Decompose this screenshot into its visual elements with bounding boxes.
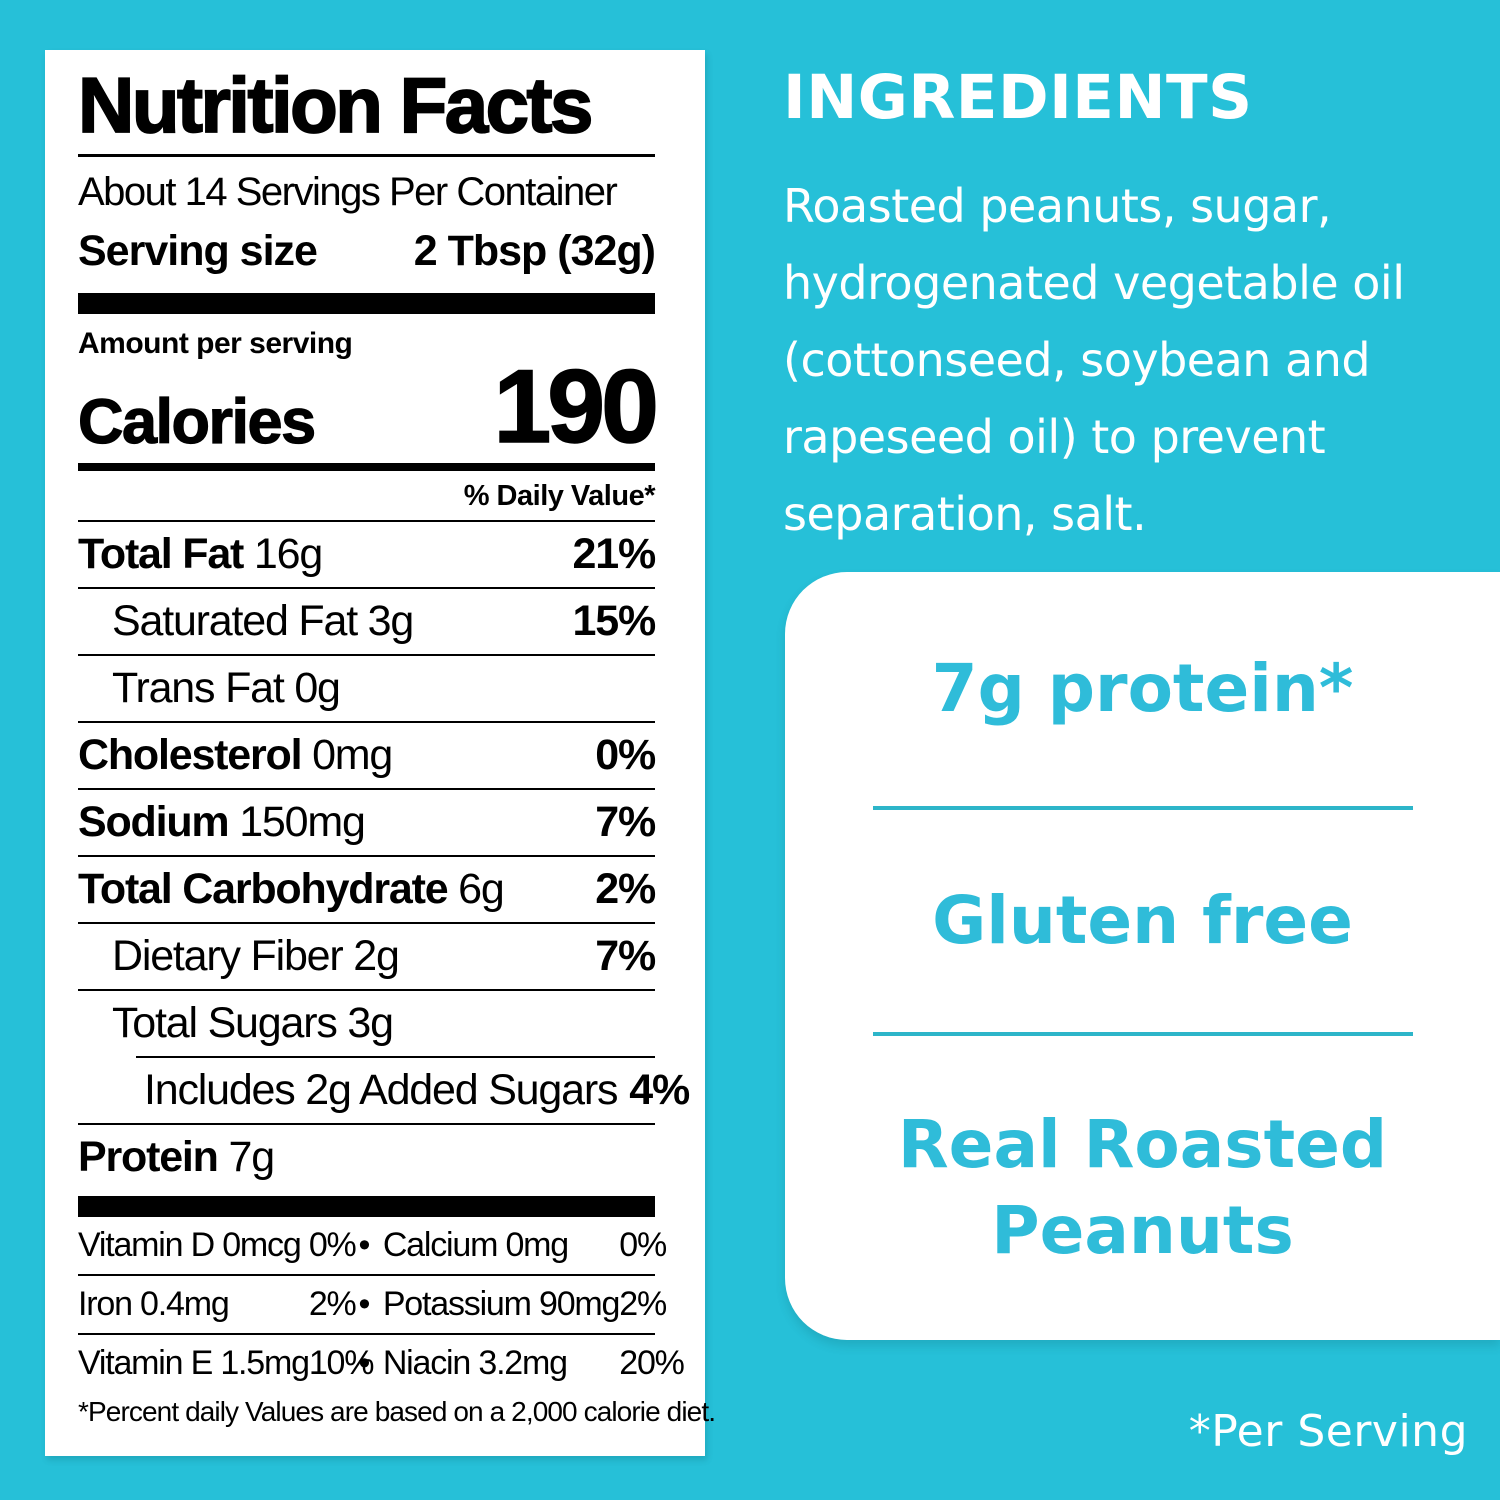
callout-divider	[872, 1032, 1413, 1036]
vitamin-name: Potassium 90mg	[382, 1285, 621, 1324]
bullet-separator: •	[358, 1344, 370, 1383]
thick-separator-bar	[78, 1196, 655, 1218]
thick-separator-bar	[78, 292, 655, 314]
nutrient-row-cholesterol: Cholesterol 0mg 0%	[78, 731, 656, 780]
nutrient-row-dietary-fiber: Dietary Fiber 2g 7%	[112, 932, 656, 981]
vitamin-name: Vitamin E 1.5mg	[78, 1344, 310, 1383]
vitamins-minerals-table: Vitamin D 0mcg 0% • Calcium 0mg 0% Iron …	[78, 1217, 685, 1392]
vitamin-name: Vitamin D 0mcg	[78, 1226, 302, 1265]
separator-rule	[78, 922, 655, 925]
servings-per-container: About 14 Servings Per Container	[78, 169, 618, 214]
nutrient-row-saturated-fat: Saturated Fat 3g 15%	[112, 597, 656, 646]
separator-rule	[78, 855, 655, 858]
nutrient-row-sodium: Sodium 150mg 7%	[78, 798, 656, 847]
vitamin-pct: 20%	[619, 1344, 685, 1383]
vitamin-pct: 10%	[308, 1344, 375, 1383]
vitamin-name: Iron 0.4mg	[78, 1285, 230, 1324]
bullet-separator: •	[358, 1285, 370, 1324]
separator-rule	[136, 1056, 655, 1059]
nutrient-row-total-carbohydrate: Total Carbohydrate 6g 2%	[78, 865, 656, 914]
separator-rule	[78, 153, 655, 157]
vitamin-pct: 2%	[619, 1285, 667, 1324]
vitamin-pct: 0%	[308, 1226, 357, 1265]
ingredients-heading: INGREDIENTS	[783, 62, 1253, 133]
vitamin-name: Niacin 3.2mg	[382, 1344, 568, 1383]
separator-rule	[78, 1333, 656, 1336]
serving-size-label: Serving size	[78, 226, 318, 275]
nutrient-row-trans-fat: Trans Fat 0g	[112, 664, 341, 713]
vitamin-name: Calcium 0mg	[382, 1226, 569, 1265]
ingredients-line: hydrogenated vegetable oil	[783, 256, 1405, 310]
nutrient-row-protein: Protein 7g	[78, 1133, 275, 1182]
separator-rule	[78, 721, 655, 724]
separator-rule	[78, 788, 655, 791]
daily-value-header: % Daily Value*	[463, 480, 656, 513]
separator-rule	[78, 520, 655, 523]
nutrition-facts-title: Nutrition Facts	[77, 61, 594, 149]
nutrient-row-total-fat: Total Fat 16g 21%	[78, 530, 656, 579]
per-serving-footnote: *Per Serving	[1188, 1406, 1468, 1457]
serving-size-value: 2 Tbsp (32g)	[413, 226, 656, 275]
callout-gluten-free: Gluten free	[932, 882, 1353, 959]
separator-rule	[78, 587, 655, 590]
serving-size-row: Serving size 2 Tbsp (32g)	[78, 223, 656, 279]
amount-per-serving-label: Amount per serving	[78, 326, 353, 360]
separator-rule	[78, 1123, 655, 1126]
separator-rule	[78, 1274, 656, 1277]
callout-divider	[872, 806, 1413, 810]
callout-protein: 7g protein*	[931, 650, 1354, 727]
ingredients-line: Roasted peanuts, sugar,	[783, 179, 1332, 233]
ingredients-line: (cottonseed, soybean and	[783, 333, 1371, 387]
calories-label: Calories	[77, 387, 316, 458]
ingredients-text: Roasted peanuts, sugar, hydrogenated veg…	[783, 168, 1443, 553]
callout-real-roasted-peanuts: Real Roasted Peanuts	[897, 1106, 1388, 1269]
nutrient-row-total-sugars: Total Sugars 3g	[112, 999, 394, 1048]
calories-value: 190	[493, 348, 660, 465]
calories-row: Calories 190	[77, 348, 660, 465]
ingredients-line: separation, salt.	[783, 487, 1147, 541]
separator-rule	[78, 463, 655, 472]
nutrient-row-added-sugars: Includes 2g Added Sugars 4%	[144, 1066, 690, 1115]
daily-value-footnote: *Percent daily Values are based on a 2,0…	[78, 1396, 716, 1428]
separator-rule	[78, 654, 655, 657]
ingredients-line: rapeseed oil) to prevent	[783, 410, 1326, 464]
separator-rule	[78, 989, 655, 992]
bullet-separator: •	[358, 1226, 370, 1265]
callouts-card: 7g protein* Gluten free Real Roasted Pea…	[785, 572, 1500, 1340]
vitamin-pct: 2%	[308, 1285, 357, 1324]
nutrition-facts-panel: Nutrition Facts About 14 Servings Per Co…	[45, 50, 716, 1456]
vitamin-pct: 0%	[619, 1226, 667, 1265]
